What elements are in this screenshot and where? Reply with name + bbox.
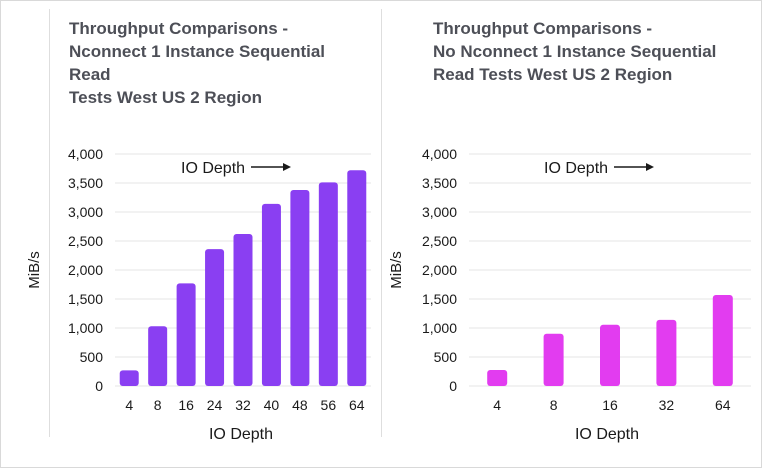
chart-panel-nconnect: Throughput Comparisons - Nconnect 1 Inst… <box>1 1 401 467</box>
y-tick-label: 2,500 <box>422 233 457 249</box>
bar-chart-no-nconnect: 0 500 1,000 1,500 2,000 2,500 3,000 3,500 4,000 4… <box>388 146 751 443</box>
y-tick-label: 4,000 <box>422 146 457 162</box>
x-tick-label: 64 <box>715 397 731 413</box>
x-tick-label: 40 <box>264 397 280 413</box>
y-tick-label: 2,000 <box>68 262 103 278</box>
bar <box>290 189 310 386</box>
x-tick-label: 64 <box>349 397 365 413</box>
chart-panel-no-nconnect: Throughput Comparisons - No Nconnect 1 I… <box>381 1 761 467</box>
x-tick-label: 32 <box>659 397 675 413</box>
chart-title-line: Tests West US 2 Region <box>69 88 263 107</box>
y-tick-label: 1,500 <box>68 291 103 307</box>
y-tick-label: 1,500 <box>422 291 457 307</box>
x-tick-label: 16 <box>602 397 618 413</box>
bar <box>148 326 168 386</box>
y-tick-label: 2,500 <box>68 233 103 249</box>
x-tick-label: 16 <box>178 397 194 413</box>
bar <box>233 234 253 386</box>
y-tick-label: 4,000 <box>68 146 103 162</box>
bar <box>205 249 225 386</box>
chart-title-line: Throughput Comparisons - <box>433 19 653 38</box>
y-tick-label: 2,000 <box>422 262 457 278</box>
chart-title-line: Nconnect 1 Instance Sequential Read <box>69 42 326 84</box>
bar-chart-nconnect: 0 500 1,000 1,500 2,000 2,500 3,000 3,500 4,000 4… <box>26 146 371 443</box>
y-tick-label: 1,000 <box>422 320 457 336</box>
x-tick-label: 32 <box>235 397 251 413</box>
y-tick-label: 3,500 <box>422 175 457 191</box>
y-tick-label: 0 <box>95 378 103 394</box>
bar <box>543 333 564 386</box>
io-depth-annotation: IO Depth <box>181 160 245 177</box>
io-depth-annotation: IO Depth <box>544 160 608 177</box>
bar <box>600 324 620 386</box>
chart-title-line: No Nconnect 1 Instance Sequential <box>433 42 717 61</box>
chart-title-line: Read Tests West US 2 Region <box>433 65 673 84</box>
x-tick-label: 4 <box>125 397 133 413</box>
bar <box>347 170 367 386</box>
y-tick-label: 3,000 <box>68 204 103 220</box>
x-axis-label: IO Depth <box>209 426 273 443</box>
x-tick-label: 8 <box>550 397 558 413</box>
bar <box>656 319 677 386</box>
y-tick-label: 500 <box>434 349 458 365</box>
y-tick-label: 1,000 <box>68 320 103 336</box>
bar <box>318 182 338 386</box>
bar <box>487 370 508 386</box>
center-divider <box>381 9 382 437</box>
x-tick-label: 8 <box>154 397 162 413</box>
x-axis-label: IO Depth <box>575 426 639 443</box>
x-tick-label: 56 <box>321 397 337 413</box>
arrow-right-icon <box>646 163 654 171</box>
y-tick-label: 3,500 <box>68 175 103 191</box>
y-tick-label: 3,000 <box>422 204 457 220</box>
left-border <box>49 9 50 437</box>
y-axis-label: MiB/s <box>26 251 43 289</box>
chart-title-line: Throughput Comparisons - <box>69 19 289 38</box>
x-tick-label: 48 <box>292 397 308 413</box>
chart-title: Throughput Comparisons - Nconnect 1 Inst… <box>69 17 369 109</box>
bar <box>712 294 733 386</box>
x-tick-label: 24 <box>207 397 223 413</box>
chart-title: Throughput Comparisons - No Nconnect 1 I… <box>433 17 733 86</box>
bar <box>176 283 196 386</box>
bar <box>119 370 139 386</box>
y-axis-label: MiB/s <box>388 251 405 289</box>
y-tick-label: 0 <box>449 378 457 394</box>
arrow-right-icon <box>283 163 291 171</box>
x-tick-label: 4 <box>493 397 501 413</box>
y-tick-label: 500 <box>80 349 104 365</box>
bar <box>261 203 281 386</box>
